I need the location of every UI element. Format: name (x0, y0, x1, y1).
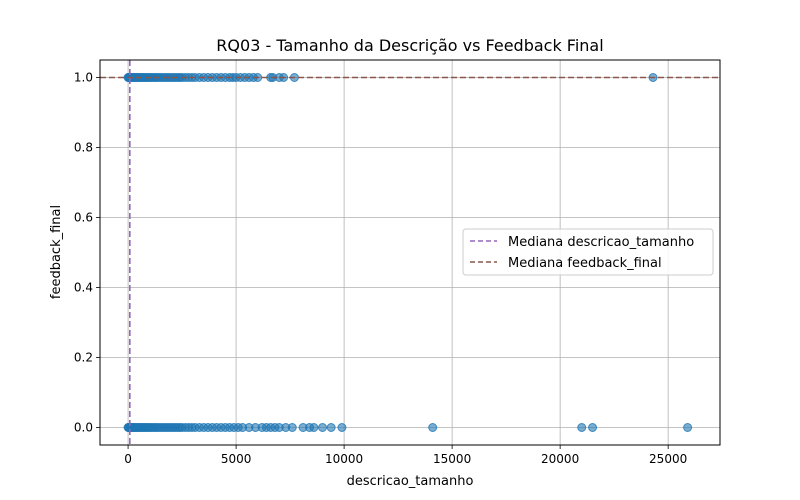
legend-median-x-label: Mediana descricao_tamanho (508, 235, 694, 250)
data-point (577, 423, 587, 432)
y-tick-label: 0.4 (74, 281, 93, 295)
y-tick-label: 0.8 (74, 141, 93, 155)
y-tick-label: 0.0 (74, 421, 93, 435)
x-tick-label: 15000 (433, 452, 471, 466)
y-tick-label: 0.2 (74, 351, 93, 365)
x-tick-label: 10000 (325, 452, 363, 466)
x-tick-label: 20000 (541, 452, 579, 466)
plot-frame (99, 59, 721, 446)
legend: Mediana descricao_tamanho Mediana feedba… (462, 228, 714, 276)
y-axis-ticks: 0.0 0.2 0.4 0.6 0.8 1.0 (74, 71, 100, 435)
x-axis-label: descricao_tamanho (347, 474, 474, 489)
chart-title: RQ03 - Tamanho da Descrição vs Feedback … (216, 36, 603, 55)
reference-lines (100, 60, 720, 445)
x-tick-label: 25000 (649, 452, 687, 466)
data-point (326, 423, 336, 432)
x-tick-label: 5000 (221, 452, 252, 466)
data-point (588, 423, 598, 432)
legend-median-y-label: Mediana feedback_final (508, 256, 662, 271)
x-axis-ticks: 0 5000 10000 15000 20000 25000 (124, 445, 687, 466)
data-point (318, 423, 328, 432)
data-point (683, 423, 693, 432)
data-point (337, 423, 347, 432)
legend-box (462, 228, 714, 276)
x-tick-label: 0 (124, 452, 132, 466)
y-tick-label: 1.0 (74, 71, 93, 85)
data-point (287, 423, 297, 432)
data-point (309, 423, 319, 432)
data-point (428, 423, 438, 432)
y-tick-label: 0.6 (74, 211, 93, 225)
y-axis-label: feedback_final (49, 205, 64, 299)
